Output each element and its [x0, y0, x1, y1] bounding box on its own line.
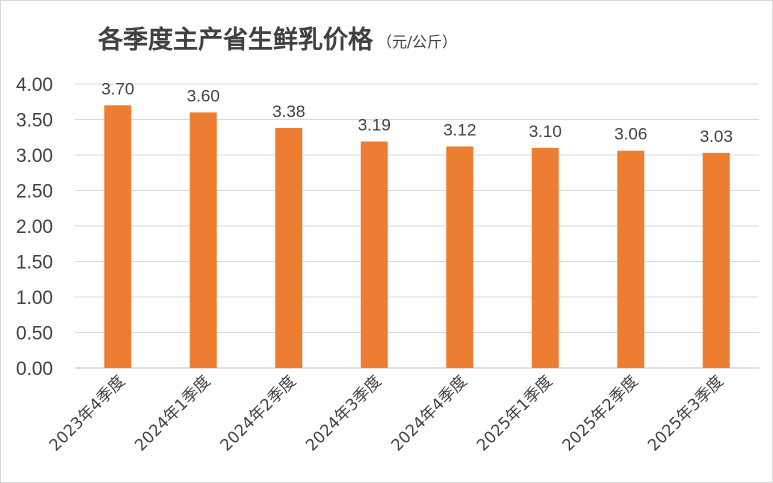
data-label: 3.10	[529, 122, 562, 141]
bar	[360, 141, 388, 368]
x-tick-label: 2024年2季度	[216, 371, 299, 454]
x-tick-label: 2024年1季度	[131, 371, 214, 454]
y-tick-label: 0.00	[16, 359, 53, 380]
x-tick-label: 2024年4季度	[387, 371, 470, 454]
y-tick-label: 4.00	[16, 75, 53, 96]
bar	[446, 146, 474, 368]
y-tick-label: 1.00	[16, 288, 53, 309]
y-tick-label: 2.00	[16, 217, 53, 238]
data-label: 3.70	[101, 79, 134, 98]
x-tick-label: 2024年3季度	[302, 371, 385, 454]
gridlines	[75, 83, 759, 369]
y-axis-ticks: 0.00 0.50 1.00 1.50 2.00 2.50 3.00 3.50 4.00	[16, 75, 53, 380]
chart-unit: （元/公斤）	[377, 33, 457, 51]
bars	[104, 105, 730, 369]
y-tick-label: 1.50	[16, 253, 53, 274]
bar	[617, 150, 645, 368]
bar	[702, 152, 730, 368]
bar	[531, 147, 559, 368]
x-tick-label: 2025年3季度	[644, 371, 727, 454]
x-tick-label: 2023年4季度	[45, 371, 128, 454]
y-tick-label: 0.50	[16, 324, 53, 345]
y-tick-label: 2.50	[16, 182, 53, 203]
data-label: 3.03	[700, 127, 733, 146]
x-tick-label: 2025年1季度	[473, 371, 556, 454]
data-label: 3.38	[272, 102, 305, 121]
bar	[104, 105, 132, 369]
data-label: 3.06	[614, 125, 647, 144]
x-tick-label: 2025年2季度	[558, 371, 641, 454]
bar	[275, 128, 303, 368]
y-tick-label: 3.00	[16, 146, 53, 167]
data-label: 3.60	[187, 86, 220, 105]
bar	[189, 112, 217, 369]
data-labels: 3.70 3.60 3.38 3.19 3.12 3.10 3.06 3.03	[101, 79, 733, 146]
chart-title: 各季度主产省生鲜乳价格	[97, 25, 374, 54]
data-label: 3.19	[358, 116, 391, 135]
x-axis-ticks: 2023年4季度 2024年1季度 2024年2季度 2024年3季度 2024年4季度…	[45, 371, 727, 454]
y-tick-label: 3.50	[16, 111, 53, 132]
data-label: 3.12	[443, 120, 476, 139]
